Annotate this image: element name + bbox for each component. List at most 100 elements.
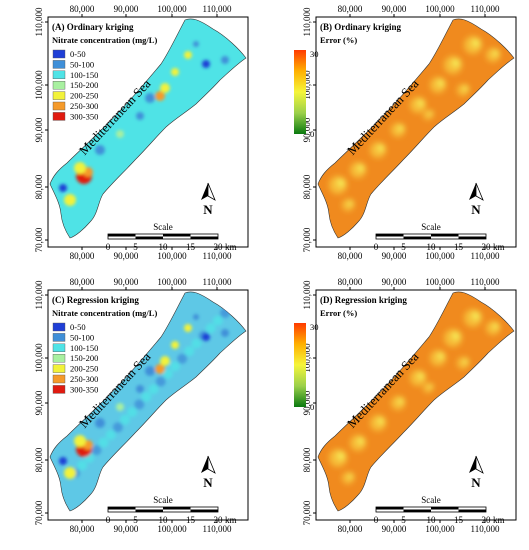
scale-bar	[375, 233, 487, 240]
scale-tick-label: 15	[454, 242, 464, 252]
x-tick-label-bottom: 100,000	[157, 251, 187, 261]
scale-tick-label: 20	[482, 242, 492, 252]
y-tick-label: 70,000	[34, 500, 44, 525]
x-tick-label-top: 80,000	[70, 4, 95, 14]
legend-label: 0-50	[70, 49, 86, 59]
scale-tick-label: 20	[214, 242, 224, 252]
legend-swatch	[52, 60, 66, 69]
scale-unit: km	[225, 515, 237, 525]
y-tick-label: 90,000	[302, 390, 312, 415]
x-tick-label-top: 80,000	[338, 4, 363, 14]
x-tick-label-top: 90,000	[114, 277, 139, 287]
legend-swatch	[52, 49, 66, 59]
x-tick-label-bottom: 90,000	[114, 524, 139, 534]
scale-tick-label: 0	[374, 242, 379, 252]
scale-bar	[375, 506, 487, 513]
panel-title: (A) Ordinary kriging	[52, 22, 134, 32]
scale-tick-label: 20	[214, 515, 224, 525]
legend-swatch	[52, 322, 66, 332]
legend-label: 250-300	[70, 374, 98, 384]
scale-tick-label: 0	[374, 515, 379, 525]
x-tick-label-top: 100,000	[425, 277, 455, 287]
y-tick-label: 90,000	[302, 117, 312, 142]
y-tick-label: 110,000	[34, 7, 44, 36]
scale-unit: km	[493, 515, 505, 525]
legend-label: 300-350	[70, 111, 98, 121]
x-tick-label-bottom: 100,000	[157, 524, 187, 534]
y-tick-label: 80,000	[34, 447, 44, 472]
legend-label: 50-100	[70, 59, 94, 69]
x-tick-label-bottom: 80,000	[70, 251, 95, 261]
x-tick-label-bottom: 110,000	[203, 251, 232, 261]
study-area-surface	[49, 18, 247, 239]
x-tick-label-top: 90,000	[382, 277, 407, 287]
x-tick-label-bottom: 110,000	[471, 524, 500, 534]
scale-unit: km	[225, 242, 237, 252]
scale-tick-label: 10	[427, 515, 437, 525]
panel-title: (C) Regression kriging	[52, 295, 139, 305]
y-tick-label: 100,000	[34, 70, 44, 100]
scale-tick-label: 20	[482, 515, 492, 525]
x-tick-label-bottom: 100,000	[425, 524, 455, 534]
scale-bar	[107, 506, 219, 513]
map-panel-d: 80,000 80,000 90,000 90,000 100,000 100,000 11…	[268, 273, 529, 543]
scale-tick-label: 5	[133, 515, 138, 525]
y-tick-label: 100,000	[34, 343, 44, 373]
gradient-max-label: 30	[310, 322, 319, 332]
surface-variation	[59, 41, 229, 206]
legend-title: Error (%)	[320, 308, 357, 318]
scale-tick-label: 5	[401, 242, 406, 252]
x-tick-label-top: 100,000	[157, 4, 187, 14]
y-tick-label: 70,000	[34, 227, 44, 252]
scale-tick-label: 5	[133, 242, 138, 252]
y-tick-label: 80,000	[34, 174, 44, 199]
panel-title: (D) Regression kriging	[320, 295, 407, 305]
legend-label: 200-250	[70, 91, 98, 101]
gradient-min-label: 0	[310, 129, 314, 139]
gradient-min-label: 0	[310, 402, 314, 412]
scale-tick-label: 10	[427, 242, 437, 252]
gradient-max-label: 30	[310, 49, 319, 59]
y-tick-label: 70,000	[302, 227, 312, 252]
error-gradient-bar	[294, 323, 306, 407]
north-label: N	[203, 202, 213, 217]
scale-title: Scale	[153, 222, 173, 232]
x-tick-label-top: 110,000	[471, 4, 500, 14]
scale-tick-label: 0	[106, 515, 111, 525]
legend-swatch	[52, 101, 66, 111]
scale-tick-label: 15	[454, 515, 464, 525]
legend-swatch	[52, 364, 66, 373]
panel-title: (B) Ordinary kriging	[320, 22, 402, 32]
study-area-surface	[317, 18, 515, 239]
legend-label: 100-150	[70, 343, 98, 353]
scale-tick-label: 15	[186, 515, 196, 525]
x-tick-label-top: 90,000	[114, 4, 139, 14]
surface-variation	[59, 308, 230, 479]
y-tick-label: 90,000	[34, 117, 44, 142]
north-label: N	[471, 202, 481, 217]
x-tick-label-top: 100,000	[425, 4, 455, 14]
legend-swatch	[52, 112, 66, 121]
y-tick-label: 110,000	[302, 280, 312, 309]
x-tick-label-top: 90,000	[382, 4, 407, 14]
map-panel-c: 80,000 80,000 90,000 90,000 100,000 100,000 11…	[0, 273, 261, 543]
x-tick-label-bottom: 80,000	[338, 524, 363, 534]
x-tick-label-top: 110,000	[203, 277, 232, 287]
study-area-surface	[317, 291, 515, 512]
surface-variation	[329, 36, 500, 211]
scale-tick-label: 15	[186, 242, 196, 252]
scale-title: Scale	[421, 222, 441, 232]
north-arrow-icon	[201, 182, 216, 201]
legend-label: 200-250	[70, 364, 98, 374]
y-tick-label: 110,000	[34, 280, 44, 309]
x-tick-label-top: 80,000	[70, 277, 95, 287]
error-gradient-bar	[294, 50, 306, 134]
map-canvas: 80,000 80,000 90,000 90,000 100,000 100,000 11…	[34, 4, 249, 261]
legend-label: 50-100	[70, 332, 94, 342]
scale-bar	[107, 233, 219, 240]
legend-label: 150-200	[70, 353, 98, 363]
scale-tick-label: 0	[106, 242, 111, 252]
map-panel-b: 80,000 80,000 90,000 90,000 100,000 100,000 11…	[268, 0, 529, 270]
legend-title: Error (%)	[320, 35, 357, 45]
north-label: N	[203, 475, 213, 490]
